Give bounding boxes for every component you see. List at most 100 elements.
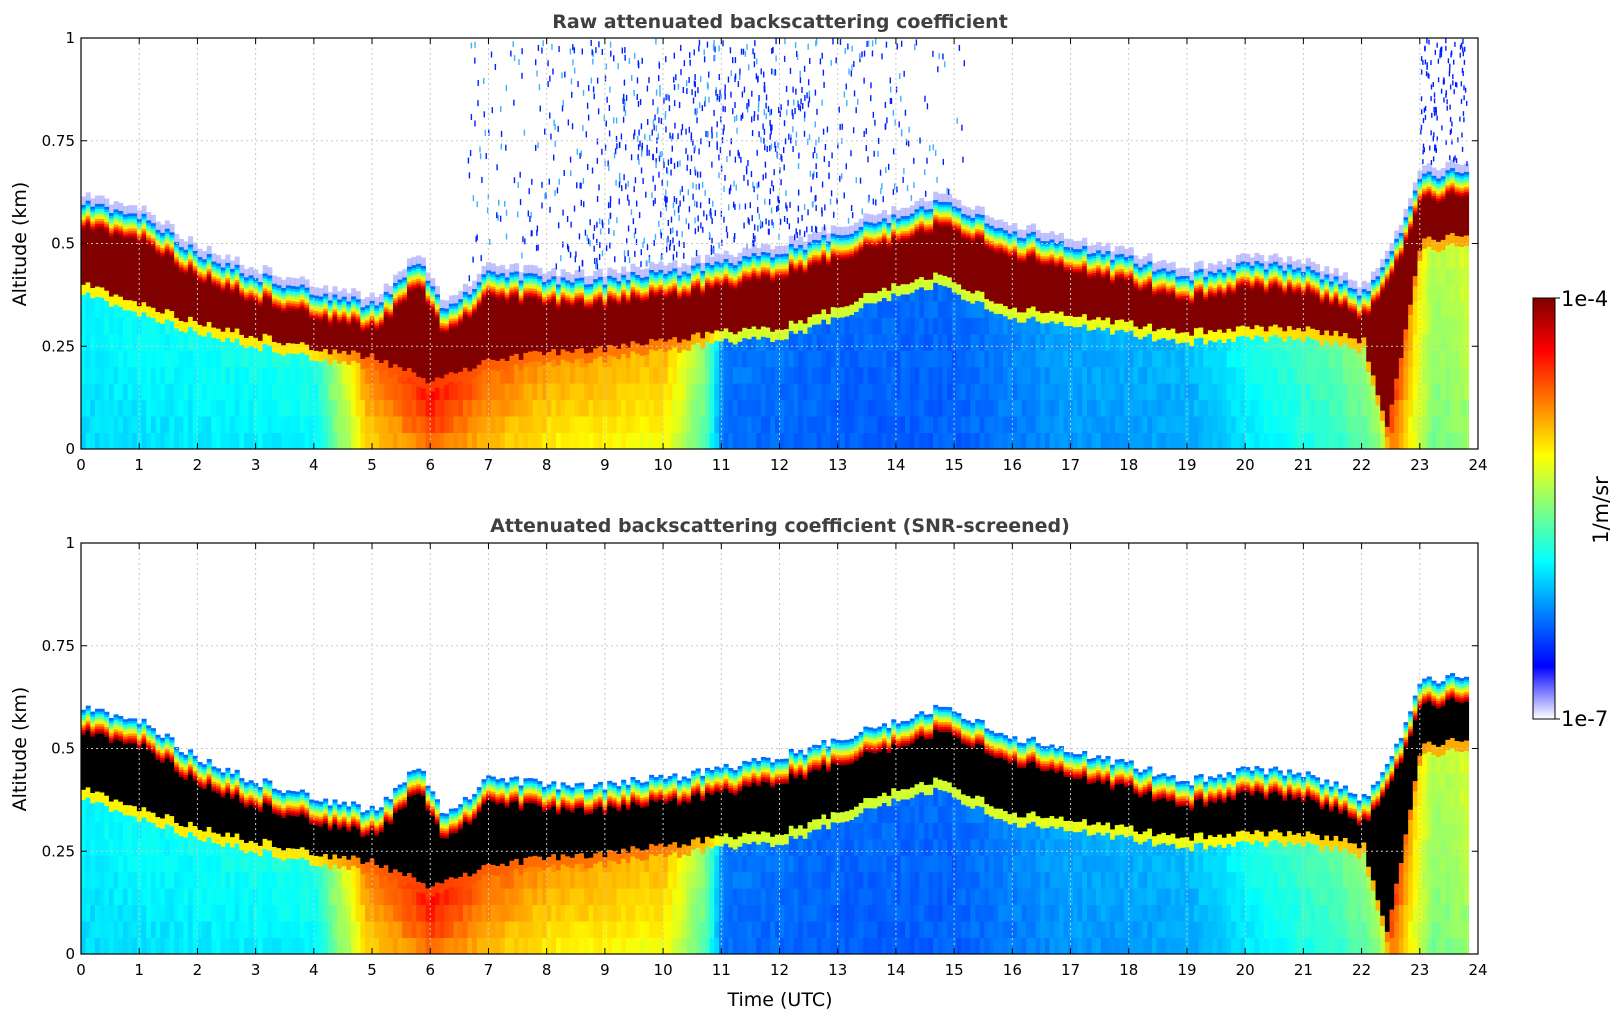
heatmap-cell bbox=[1030, 383, 1037, 401]
heatmap-cell bbox=[872, 225, 878, 229]
heatmap-cell bbox=[1040, 383, 1046, 401]
heatmap-cell bbox=[434, 318, 440, 378]
heatmap-cell bbox=[593, 293, 599, 297]
heatmap-cell bbox=[942, 432, 948, 450]
heatmap-cell bbox=[85, 225, 91, 283]
heatmap-cell bbox=[663, 276, 669, 280]
heatmap-cell bbox=[1212, 416, 1218, 433]
heatmap-cell bbox=[108, 222, 114, 226]
heatmap-cell bbox=[472, 383, 478, 401]
heatmap-cell bbox=[337, 432, 343, 450]
heatmap-cell bbox=[993, 432, 999, 450]
heatmap-cell bbox=[681, 291, 687, 295]
heatmap-cell bbox=[346, 323, 352, 327]
heatmap-cell bbox=[1030, 251, 1037, 255]
heatmap-cell bbox=[337, 352, 343, 364]
heatmap-cell bbox=[206, 366, 212, 384]
heatmap-cell bbox=[681, 349, 687, 351]
heatmap-cell bbox=[1068, 366, 1074, 384]
heatmap-cell bbox=[732, 282, 738, 286]
heatmap-cell bbox=[909, 292, 915, 302]
panel-raw-title: Raw attenuated backscattering coefficien… bbox=[552, 11, 1008, 33]
heatmap-cell bbox=[756, 416, 762, 433]
heatmap-cell bbox=[113, 211, 119, 215]
heatmap-cell bbox=[313, 383, 319, 401]
heatmap-cell bbox=[253, 432, 259, 450]
heatmap-cell bbox=[290, 303, 296, 307]
heatmap-cell bbox=[383, 370, 389, 384]
heatmap-cell bbox=[197, 416, 203, 433]
heatmap-cell bbox=[905, 240, 911, 285]
heatmap-cell bbox=[942, 333, 948, 351]
heatmap-cell bbox=[132, 215, 138, 219]
heatmap-cell bbox=[970, 317, 976, 335]
heatmap-cell bbox=[239, 273, 245, 276]
heatmap-cell bbox=[327, 315, 333, 319]
heatmap-cell bbox=[867, 302, 874, 318]
heatmap-cell bbox=[94, 317, 101, 335]
heatmap-cell bbox=[835, 317, 841, 335]
heatmap-cell bbox=[160, 432, 166, 450]
heatmap-cell bbox=[1142, 286, 1148, 290]
heatmap-cell bbox=[728, 277, 734, 281]
heatmap-cell bbox=[1072, 366, 1078, 384]
heatmap-cell bbox=[1082, 333, 1088, 351]
heatmap-cell bbox=[351, 301, 357, 305]
heatmap-cell bbox=[406, 399, 413, 417]
heatmap-cell bbox=[351, 306, 357, 310]
heatmap-cell bbox=[1166, 329, 1172, 341]
heatmap-cell bbox=[979, 234, 985, 238]
heatmap-cell bbox=[81, 366, 87, 384]
heatmap-cell bbox=[1040, 248, 1046, 252]
heatmap-cell bbox=[276, 399, 282, 417]
heatmap-cell bbox=[509, 274, 515, 278]
heatmap-cell bbox=[94, 399, 101, 417]
heatmap-cell bbox=[346, 293, 352, 302]
heatmap-cell bbox=[1026, 307, 1032, 319]
heatmap-cell bbox=[802, 252, 808, 256]
heatmap-cell bbox=[947, 224, 953, 228]
heatmap-cell bbox=[1221, 289, 1227, 293]
heatmap-cell bbox=[206, 258, 212, 262]
heatmap-cell bbox=[704, 272, 711, 276]
heatmap-cell bbox=[1040, 323, 1046, 335]
heatmap-cell bbox=[840, 366, 846, 384]
heatmap-cell bbox=[108, 204, 114, 213]
heatmap-cell bbox=[183, 366, 189, 384]
heatmap-cell bbox=[849, 350, 855, 368]
heatmap-cell bbox=[374, 330, 380, 360]
heatmap-cell bbox=[234, 284, 240, 288]
heatmap-cell bbox=[383, 283, 389, 292]
heatmap-cell bbox=[989, 230, 995, 234]
heatmap-cell bbox=[448, 432, 454, 450]
heatmap-cell bbox=[416, 416, 422, 433]
heatmap-cell bbox=[993, 252, 999, 304]
heatmap-cell bbox=[94, 350, 101, 368]
heatmap-cell bbox=[956, 225, 962, 229]
heatmap-cell bbox=[933, 301, 939, 318]
heatmap-cell bbox=[1100, 399, 1106, 417]
heatmap-cell bbox=[383, 359, 389, 371]
heatmap-cell bbox=[127, 230, 133, 234]
heatmap-cell bbox=[537, 293, 543, 297]
heatmap-cell bbox=[928, 200, 934, 209]
heatmap-cell bbox=[891, 233, 897, 237]
heatmap-cell bbox=[639, 416, 645, 433]
heatmap-cell bbox=[323, 308, 329, 312]
heatmap-cell bbox=[1221, 292, 1227, 296]
heatmap-cell bbox=[383, 296, 389, 300]
heatmap-cell bbox=[169, 247, 175, 250]
heatmap-cell bbox=[108, 366, 114, 384]
heatmap-cell bbox=[1072, 261, 1078, 265]
heatmap-cell bbox=[933, 224, 939, 273]
heatmap-cell bbox=[933, 284, 939, 302]
heatmap-cell bbox=[653, 272, 659, 275]
heatmap-cell bbox=[136, 383, 142, 401]
heatmap-cell bbox=[588, 352, 594, 363]
heatmap-cell bbox=[579, 294, 585, 298]
heatmap-cell bbox=[579, 269, 585, 278]
heatmap-cell bbox=[704, 282, 711, 286]
heatmap-cell bbox=[467, 381, 473, 384]
heatmap-cell bbox=[667, 285, 673, 289]
heatmap-cell bbox=[686, 283, 692, 287]
